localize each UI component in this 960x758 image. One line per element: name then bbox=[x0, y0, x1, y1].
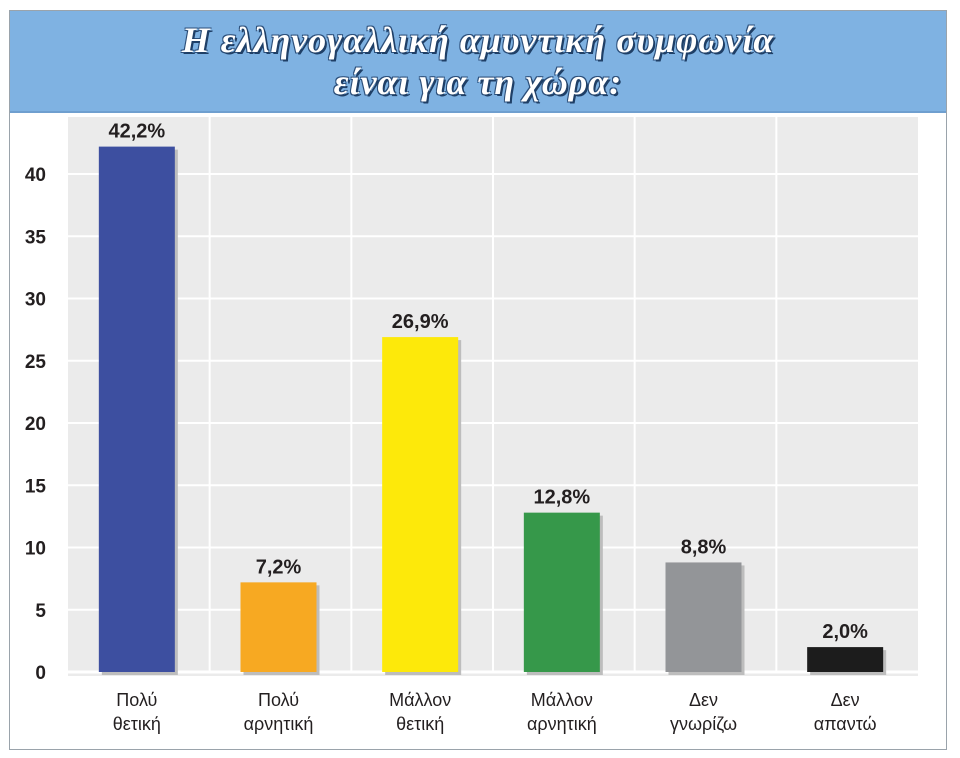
x-tick-label: θετική bbox=[396, 714, 444, 734]
data-label: 7,2% bbox=[256, 556, 302, 578]
bar bbox=[807, 647, 884, 672]
x-tick-label: Δεν bbox=[831, 690, 860, 710]
y-tick-label: 0 bbox=[35, 663, 46, 684]
data-label: 26,9% bbox=[392, 311, 449, 333]
x-tick-label: Πολύ bbox=[258, 690, 299, 710]
x-tick-label: Μάλλον bbox=[389, 690, 451, 710]
bar bbox=[523, 512, 600, 672]
x-tick-label: Μάλλον bbox=[531, 690, 593, 710]
x-tick-label: γνωρίζω bbox=[670, 714, 737, 734]
x-tick-label: αρνητική bbox=[244, 714, 314, 734]
bar bbox=[382, 337, 459, 672]
x-tick-label: απαντώ bbox=[814, 714, 877, 734]
chart-title-line-1: Η ελληνογαλλική αμυντική συμφωνία bbox=[181, 20, 775, 60]
y-tick-label: 30 bbox=[25, 290, 46, 311]
y-tick-label: 5 bbox=[35, 601, 46, 622]
bar bbox=[665, 562, 742, 672]
data-label: 12,8% bbox=[533, 487, 590, 509]
x-tick-label: αρνητική bbox=[527, 714, 597, 734]
y-tick-label: 15 bbox=[25, 476, 47, 497]
data-label: 2,0% bbox=[822, 621, 868, 643]
x-tick-label: Πολύ bbox=[116, 690, 157, 710]
x-tick-label: Δεν bbox=[689, 690, 718, 710]
data-label: 8,8% bbox=[681, 536, 727, 558]
title-banner: Η ελληνογαλλική αμυντική συμφωνία είναι … bbox=[10, 11, 946, 113]
y-tick-label: 25 bbox=[25, 352, 47, 373]
y-tick-label: 20 bbox=[25, 414, 46, 435]
y-tick-label: 35 bbox=[25, 227, 47, 248]
data-label: 42,2% bbox=[108, 121, 165, 143]
y-tick-label: 40 bbox=[25, 165, 46, 186]
bar bbox=[98, 146, 175, 673]
y-tick-label: 10 bbox=[25, 539, 46, 560]
chart-title-line-2: είναι για τη χώρα: bbox=[333, 62, 623, 102]
x-tick-label: θετική bbox=[113, 714, 161, 734]
bar bbox=[240, 582, 317, 672]
